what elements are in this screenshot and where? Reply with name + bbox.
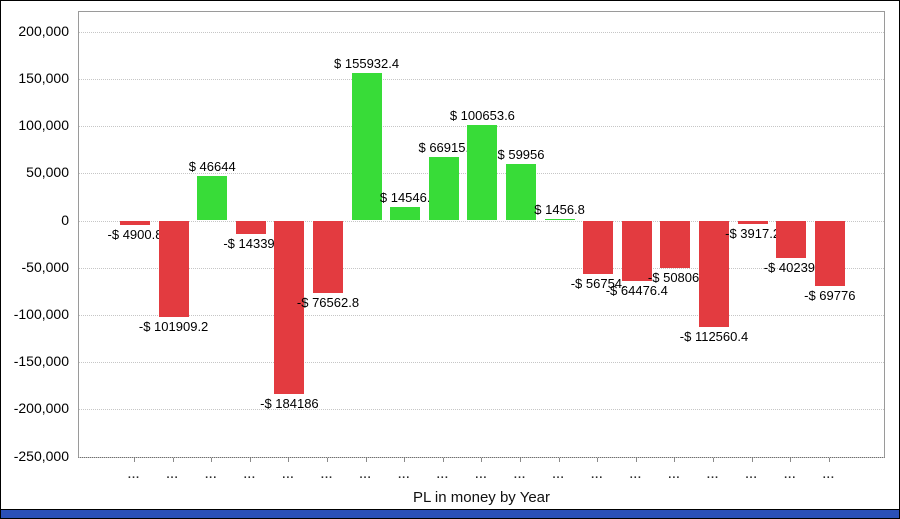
y-axis-tick-label: 150,000 [18, 69, 69, 86]
x-axis-tick-label: ... [822, 469, 835, 481]
bar-16 [699, 220, 729, 327]
x-axis-tick-label: ... [282, 469, 295, 481]
x-axis-tick-label: ... [784, 469, 797, 481]
bar-8 [390, 206, 421, 221]
x-axis-tick [365, 458, 367, 462]
bar-value-label: -$ 112560.4 [679, 328, 749, 344]
x-axis-tick-label: ... [475, 469, 488, 481]
x-axis-tick [288, 458, 290, 462]
x-axis-tick [442, 458, 444, 462]
x-axis-tick-label: ... [629, 469, 642, 481]
bar-4 [235, 220, 266, 235]
y-axis-tick-label: 0 [61, 211, 69, 228]
x-axis-tick [674, 458, 676, 462]
x-axis-tick-label: ... [205, 469, 218, 481]
x-axis-tick-label: ... [706, 469, 720, 481]
x-axis-tick [790, 458, 792, 462]
bar-18 [776, 220, 807, 259]
x-axis-tick-label: ... [745, 469, 758, 481]
x-axis-tick [404, 458, 406, 462]
x-axis-tick [635, 458, 637, 462]
bar-13 [583, 220, 614, 275]
x-axis-tick-label: ... [513, 469, 527, 481]
y-axis-tick-label: -100,000 [13, 305, 69, 322]
x-axis-tick [713, 458, 714, 462]
x-axis-tick-label: ... [359, 469, 372, 481]
gridline [79, 78, 884, 80]
bar-value-label: $ 100653.6 [449, 108, 515, 124]
x-axis-tick-label: ... [668, 469, 681, 481]
bar-5 [274, 220, 305, 395]
x-axis-tick [751, 458, 753, 462]
x-axis-tick-label: ... [591, 469, 604, 481]
bar-value-label: -$ 64476.4 [605, 283, 668, 299]
bar-19 [814, 220, 845, 287]
bar-1 [120, 220, 150, 226]
plot-area: -$ 4900.8 -$ 101909.2 $ 46644 -$ 14339. -$ 1… [78, 11, 885, 458]
bar-10 [467, 125, 498, 221]
x-axis-tick-label: ... [243, 469, 256, 481]
y-axis-tick-label: -200,000 [13, 400, 69, 417]
x-axis-tick [327, 458, 328, 462]
bar-15 [660, 220, 691, 269]
bar-6 [313, 220, 343, 293]
gridline [79, 267, 884, 269]
x-axis-tick-label: ... [127, 469, 141, 481]
bottom-blue-bar [1, 510, 899, 518]
gridline [79, 362, 884, 364]
x-axis-tick-label: ... [320, 469, 334, 481]
x-axis-tick [481, 458, 483, 462]
bar-12 [544, 219, 575, 221]
x-axis-tick [211, 458, 213, 462]
gridline [79, 220, 884, 222]
x-axis-tick-label: ... [166, 469, 179, 481]
x-axis-tick [597, 458, 599, 462]
y-axis-tick-label: 100,000 [18, 117, 69, 134]
y-axis-tick-label: 50,000 [26, 164, 69, 181]
bar-3 [197, 176, 228, 221]
x-axis-title: PL in money by Year [412, 489, 551, 506]
bar-value-label: $ 155932.4 [334, 56, 400, 72]
bar-7 [351, 73, 382, 221]
x-axis-tick [249, 458, 251, 462]
bar-17 [737, 220, 768, 225]
y-axis-tick-label: -250,000 [13, 447, 69, 464]
bar-14 [621, 220, 652, 282]
bar-value-label: -$ 101909.2 [138, 318, 209, 334]
bar-11 [506, 163, 536, 221]
y-axis-tick-label: -150,000 [13, 353, 69, 370]
x-axis-tick-label: ... [398, 469, 411, 481]
bar-9 [428, 157, 459, 221]
x-axis-tick [520, 458, 521, 462]
bar-value-label: -$ 69776 [804, 288, 856, 304]
bar-2 [158, 220, 189, 317]
x-axis-tick-label: ... [436, 469, 449, 481]
bar-value-label: $ 46644 [188, 159, 236, 175]
x-axis-tick [828, 458, 830, 462]
y-axis-tick-label: -50,000 [21, 258, 69, 275]
gridline [79, 409, 884, 411]
gridline [79, 456, 884, 458]
x-axis-tick [134, 458, 135, 462]
y-axis-tick-label: 200,000 [18, 22, 69, 39]
bottom-separator-line [1, 509, 899, 510]
x-axis-tick [172, 458, 174, 462]
gridline [79, 31, 884, 33]
gridline [79, 314, 884, 316]
x-axis-tick [558, 458, 560, 462]
x-axis-tick-label: ... [552, 469, 565, 481]
